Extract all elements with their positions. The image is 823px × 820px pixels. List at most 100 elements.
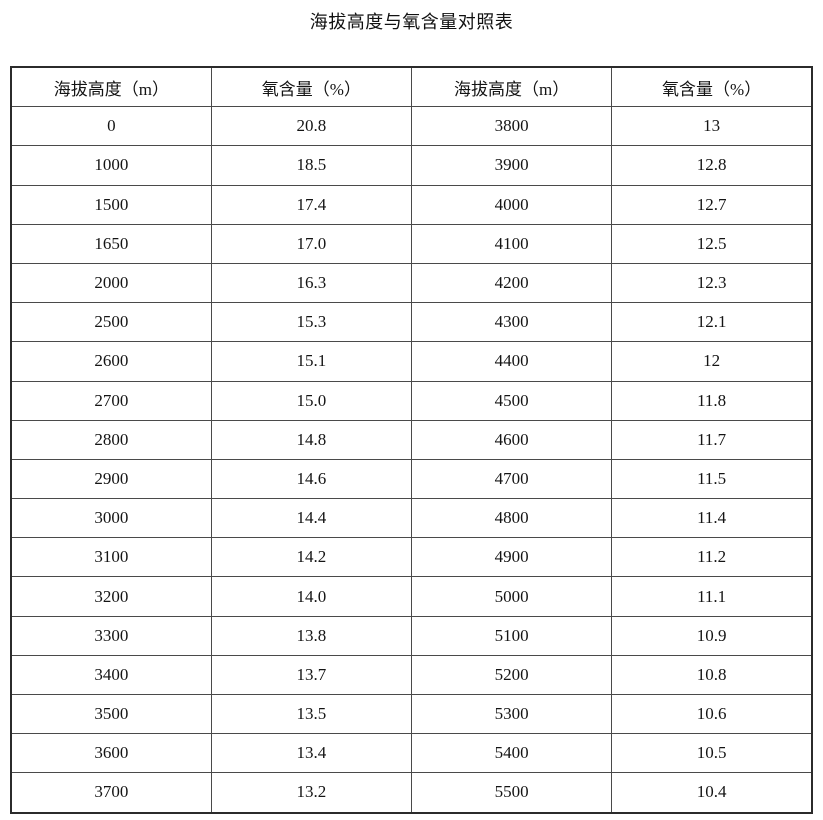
table-cell: 10.6 [611,693,813,735]
table-cell: 2700 [10,380,212,421]
table-cell: 11.7 [611,419,813,460]
table-cell: 1000 [10,145,212,186]
table-cell: 11.4 [611,498,813,539]
table-row: 1650 17.0 4100 12.5 [10,223,813,264]
table-cell: 1650 [10,223,212,264]
table-cell: 11.2 [611,537,813,578]
table-cell: 3200 [10,576,212,617]
table-cell: 5500 [410,772,613,814]
table-cell: 3800 [410,106,613,147]
table-cell: 13.4 [210,733,413,774]
table-cell: 4000 [410,184,613,225]
table-cell: 3600 [10,733,212,774]
table-cell: 4800 [410,498,613,539]
table-row: 2000 16.3 4200 12.3 [10,262,813,304]
table-cell: 3700 [10,772,212,814]
table-cell: 5300 [410,693,613,735]
table-row: 3500 13.5 5300 10.6 [10,693,813,735]
table-cell: 15.3 [210,302,413,343]
table-row: 3700 13.2 5500 10.4 [10,772,813,814]
table-cell: 4900 [410,537,613,578]
table-cell: 10.5 [611,733,813,774]
table-cell: 13 [611,106,813,147]
table-cell: 5200 [410,654,613,696]
header-altitude-right: 海拔高度（m） [410,66,613,108]
table-cell: 11.5 [611,458,813,500]
table-cell: 15.0 [210,380,413,421]
table-cell: 18.5 [210,145,413,186]
table-row: 2500 15.3 4300 12.1 [10,302,813,343]
table-cell: 10.8 [611,654,813,696]
table-row: 3000 14.4 4800 11.4 [10,498,813,539]
table-cell: 3500 [10,693,212,735]
table-cell: 4500 [410,380,613,421]
table-cell: 4100 [410,223,613,264]
table-cell: 14.0 [210,576,413,617]
table-row: 1500 17.4 4000 12.7 [10,184,813,225]
table-cell: 3000 [10,498,212,539]
table-cell: 4600 [410,419,613,460]
table-cell: 2000 [10,262,212,304]
table-cell: 10.9 [611,615,813,656]
table-row: 3600 13.4 5400 10.5 [10,733,813,774]
table-header-row: 海拔高度（m） 氧含量（%） 海拔高度（m） 氧含量（%） [10,66,813,108]
table-cell: 4400 [410,341,613,382]
table-cell: 13.2 [210,772,413,814]
table-cell: 12 [611,341,813,382]
table-cell: 12.5 [611,223,813,264]
table-cell: 3900 [410,145,613,186]
header-altitude-left: 海拔高度（m） [10,66,212,108]
table-cell: 14.8 [210,419,413,460]
table-cell: 13.8 [210,615,413,656]
table-row: 3100 14.2 4900 11.2 [10,537,813,578]
table-cell: 20.8 [210,106,413,147]
table-row: 2800 14.8 4600 11.7 [10,419,813,460]
altitude-oxygen-table: 海拔高度（m） 氧含量（%） 海拔高度（m） 氧含量（%） 0 20.8 3800 1… [10,66,813,814]
table-cell: 12.1 [611,302,813,343]
table-cell: 17.0 [210,223,413,264]
table-cell: 14.6 [210,458,413,500]
table-header: 海拔高度（m） 氧含量（%） 海拔高度（m） 氧含量（%） [10,66,813,108]
table-cell: 12.3 [611,262,813,304]
table-cell: 5100 [410,615,613,656]
table-cell: 2900 [10,458,212,500]
table-cell: 2500 [10,302,212,343]
header-oxygen-left: 氧含量（%） [210,66,413,108]
table-row: 2700 15.0 4500 11.8 [10,380,813,421]
table-cell: 5000 [410,576,613,617]
table-cell: 13.5 [210,693,413,735]
table-row: 1000 18.5 3900 12.8 [10,145,813,186]
table-cell: 5400 [410,733,613,774]
header-oxygen-right: 氧含量（%） [611,66,813,108]
page-title: 海拔高度与氧含量对照表 [309,12,514,32]
table-cell: 4700 [410,458,613,500]
table-cell: 10.4 [611,772,813,814]
table-cell: 14.2 [210,537,413,578]
table-cell: 15.1 [210,341,413,382]
table-cell: 16.3 [210,262,413,304]
table-row: 3200 14.0 5000 11.1 [10,576,813,617]
table-cell: 3400 [10,654,212,696]
table-cell: 3300 [10,615,212,656]
table-cell: 3100 [10,537,212,578]
table-cell: 17.4 [210,184,413,225]
table-cell: 12.7 [611,184,813,225]
table-cell: 4300 [410,302,613,343]
table-body: 0 20.8 3800 13 1000 18.5 3900 12.8 1500 17.4 4000 1… [10,106,813,814]
table-cell: 4200 [410,262,613,304]
table-cell: 13.7 [210,654,413,696]
table-row: 0 20.8 3800 13 [10,106,813,147]
table-row: 3400 13.7 5200 10.8 [10,654,813,696]
table-cell: 11.1 [611,576,813,617]
table-cell: 2600 [10,341,212,382]
table-cell: 11.8 [611,380,813,421]
table-row: 2900 14.6 4700 11.5 [10,458,813,500]
table-row: 2600 15.1 4400 12 [10,341,813,382]
table-cell: 2800 [10,419,212,460]
table-cell: 14.4 [210,498,413,539]
table-row: 3300 13.8 5100 10.9 [10,615,813,656]
table-cell: 1500 [10,184,212,225]
table-cell: 12.8 [611,145,813,186]
table-cell: 0 [10,106,212,147]
